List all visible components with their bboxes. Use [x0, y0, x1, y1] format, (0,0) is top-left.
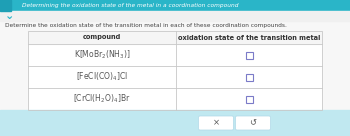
Bar	[245, 52, 252, 58]
Text: Determine the oxidation state of the transition metal in each of these coordinat: Determine the oxidation state of the tra…	[5, 24, 287, 29]
Text: Determining the oxidation state of the metal in a coordination compound: Determining the oxidation state of the m…	[22, 3, 238, 8]
FancyBboxPatch shape	[236, 116, 271, 130]
Text: ↺: ↺	[250, 118, 257, 128]
Text: ×: ×	[212, 118, 219, 128]
Bar	[0, 11, 350, 21]
Bar	[245, 73, 252, 81]
Bar	[245, 95, 252, 103]
Bar	[28, 31, 322, 110]
FancyBboxPatch shape	[198, 116, 233, 130]
Text: [CrCl(H$_2$O)$_4$]Br: [CrCl(H$_2$O)$_4$]Br	[73, 93, 131, 105]
Text: K[MoBr$_2$(NH$_3$)]: K[MoBr$_2$(NH$_3$)]	[74, 49, 130, 61]
Text: [FeCl(CO)$_4$]Cl: [FeCl(CO)$_4$]Cl	[76, 71, 128, 83]
Bar	[0, 0, 11, 11]
Text: compound: compound	[83, 35, 121, 41]
Bar	[0, 110, 350, 136]
Text: ⌄: ⌄	[5, 11, 14, 21]
Text: oxidation state of the transition metal: oxidation state of the transition metal	[178, 35, 320, 41]
Bar	[28, 31, 322, 110]
Bar	[28, 31, 322, 44]
Bar	[0, 0, 350, 11]
